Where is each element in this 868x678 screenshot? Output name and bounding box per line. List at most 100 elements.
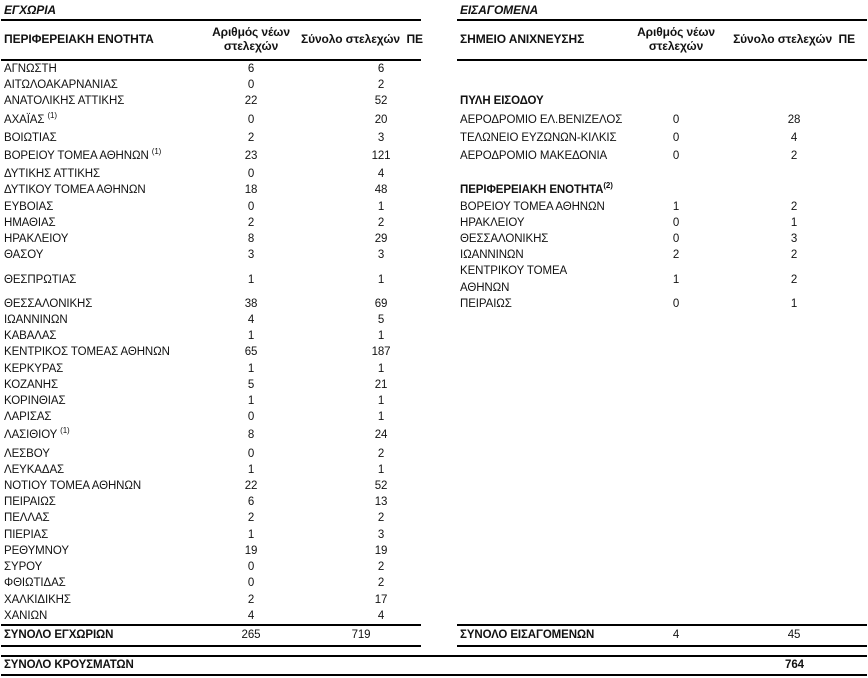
detection-new-strains-cell: 0 (672, 131, 680, 144)
table-row: ΧΑΝΙΩΝ 4 4 (1, 608, 867, 625)
region-new-strains-cell: 0 (247, 577, 255, 590)
right-table-title: ΕΙΣΑΓΟΜΕΝΑ (457, 2, 868, 21)
domestic-total-sum: 719 (301, 623, 422, 647)
column-header-row: ΠΕΡΙΦΕΡΕΙΑΚΗ ΕΝΟΤΗΤΑ Αριθμός νέων στελεχ… (1, 20, 868, 61)
region-total-strains-cell: 48 (374, 184, 388, 197)
region-new-strains-cell: 0 (247, 447, 255, 460)
region-new-strains-cell: 1 (247, 330, 255, 343)
region-name-cell: ΠΕΛΛΑΣ (4, 512, 50, 525)
empty-cell (457, 462, 867, 478)
region-name-cell: ΗΡΑΚΛΕΙΟΥ (4, 233, 69, 246)
section-heading-cell: ΠΥΛΗ ΕΙΣΟΔΟΥ (460, 95, 544, 108)
region-total-strains-cell: 2 (377, 447, 385, 460)
detection-new-strains-cell: 0 (672, 216, 680, 229)
region-name-cell: ΘΕΣΣΑΛΟΝΙΚΗΣ (4, 297, 93, 310)
region-name-cell: ΔΥΤΙΚΟΥ ΤΟΜΕΑ ΑΘΗΝΩΝ (4, 184, 146, 197)
region-total-strains-cell: 13 (374, 496, 388, 509)
region-total-strains-cell: 3 (377, 249, 385, 262)
region-name-cell: ΑΝΑΤΟΛΙΚΗΣ ΑΤΤΙΚΗΣ (4, 95, 125, 108)
region-name-cell: ΗΜΑΘΙΑΣ (4, 216, 56, 229)
region-name-cell: ΝΟΤΙΟΥ ΤΟΜΕΑ ΑΘΗΝΩΝ (4, 480, 142, 493)
detection-point-cell: ΘΕΣΣΑΛΟΝΙΚΗΣ (460, 233, 549, 246)
column-gap (421, 110, 457, 130)
detection-new-strains-cell: 1 (672, 200, 680, 213)
empty-cell (457, 478, 867, 494)
empty-cell (457, 60, 867, 77)
left-header-total-strains: Σύνολο στελεχών ΠΕ (301, 20, 423, 61)
region-name-cell: ΘΑΣΟΥ (4, 249, 44, 262)
region-total-strains-cell: 1 (377, 395, 385, 408)
region-new-strains-cell: 8 (247, 429, 255, 442)
table-row: ΛΕΣΒΟΥ 0 2 (1, 446, 867, 462)
region-name-cell: ΙΩΑΝΝΙΝΩΝ (4, 314, 68, 327)
empty-cell (457, 344, 867, 360)
empty-cell (457, 446, 867, 462)
empty-cell (457, 409, 867, 425)
table-row: ΑΧΑΪΑΣ (1) 0 20 ΑΕΡΟΔΡΟΜΙΟ ΕΛ.ΒΕΝΙΖΕΛΟΣ 0 28 (1, 110, 867, 130)
region-new-strains-cell: 1 (247, 463, 255, 476)
region-total-strains-cell: 4 (377, 609, 385, 622)
column-gap (421, 361, 457, 377)
column-gap (421, 312, 457, 328)
column-gap (421, 592, 457, 608)
region-total-strains-cell: 1 (377, 273, 385, 286)
region-name-cell: ΦΘΙΩΤΙΔΑΣ (4, 577, 66, 590)
region-name-cell: ΔΥΤΙΚΗΣ ΑΤΤΙΚΗΣ (4, 168, 101, 181)
region-total-strains-cell: 29 (374, 233, 388, 246)
region-new-strains-cell: 23 (244, 150, 258, 163)
detection-total-strains-cell: 2 (790, 200, 798, 213)
empty-cell (457, 575, 867, 591)
column-gap (421, 146, 457, 166)
region-total-strains-cell: 3 (377, 131, 385, 144)
region-new-strains-cell: 4 (247, 314, 255, 327)
region-total-strains-cell: 2 (377, 512, 385, 525)
column-gap (421, 296, 457, 312)
region-new-strains-cell: 6 (247, 63, 255, 75)
detection-new-strains-cell: 0 (672, 113, 680, 126)
left-table-title: ΕΓΧΩΡΙΑ (1, 2, 422, 21)
empty-cell (457, 543, 867, 559)
column-gap (421, 231, 457, 247)
detection-new-strains-cell: 0 (672, 150, 680, 163)
table-row: ΗΡΑΚΛΕΙΟΥ 8 29 ΘΕΣΣΑΛΟΝΙΚΗΣ 0 3 (1, 231, 867, 247)
column-gap (421, 377, 457, 393)
section-heading-cell: ΠΕΡΙΦΕΡΕΙΑΚΗ ΕΝΟΤΗΤΑ(2) (460, 181, 613, 197)
table-row: ΦΘΙΩΤΙΔΑΣ 0 2 (1, 575, 867, 591)
detection-point-cell: ΠΕΙΡΑΙΩΣ (460, 297, 512, 310)
region-total-strains-cell: 52 (374, 95, 388, 108)
region-new-strains-cell: 1 (247, 273, 255, 286)
table-row: ΛΑΣΙΘΙΟΥ (1) 8 24 (1, 425, 867, 445)
region-total-strains-cell: 2 (377, 216, 385, 229)
table-row: ΒΟΙΩΤΙΑΣ 2 3 ΤΕΛΩΝΕΙΟ ΕΥΖΩΝΩΝ-ΚΙΛΚΙΣ 0 4 (1, 130, 867, 146)
region-new-strains-cell: 22 (244, 480, 258, 493)
table-row: ΚΑΒΑΛΑΣ 1 1 (1, 328, 867, 344)
detection-total-strains-cell: 4 (790, 131, 798, 144)
column-gap (421, 20, 457, 60)
table-row: ΧΑΛΚΙΔΙΚΗΣ 2 17 (1, 592, 867, 608)
empty-cell (457, 592, 867, 608)
totals-row: ΣΥΝΟΛΟ ΕΓΧΩΡΙΩΝ 265 719 ΣΥΝΟΛΟ ΕΙΣΑΓΟΜΕΝ… (1, 623, 868, 647)
table-row: ΚΕΡΚΥΡΑΣ 1 1 (1, 361, 867, 377)
table-row: ΣΥΡΟΥ 0 2 (1, 559, 867, 575)
region-total-strains-cell: 1 (377, 330, 385, 343)
empty-cell (457, 77, 867, 93)
empty-cell (457, 361, 867, 377)
region-new-strains-cell: 2 (247, 512, 255, 525)
region-total-strains-cell: 187 (371, 346, 391, 359)
region-name-cell: ΚΟΡΙΝΘΙΑΣ (4, 395, 66, 408)
region-total-strains-cell: 69 (374, 297, 388, 310)
region-new-strains-cell: 0 (247, 113, 255, 126)
table-row: ΑΙΤΩΛΟΑΚΑΡΝΑΝΙΑΣ 0 2 (1, 77, 867, 93)
table-row: ΒΟΡΕΙΟΥ ΤΟΜΕΑ ΑΘΗΝΩΝ (1) 23 121 ΑΕΡΟΔΡΟΜΙΟ … (1, 146, 867, 166)
detection-total-strains-cell: 2 (790, 273, 798, 286)
empty-cell (457, 527, 867, 543)
region-new-strains-cell: 1 (247, 528, 255, 541)
table-row: ΕΥΒΟΙΑΣ 0 1 ΒΟΡΕΙΟΥ ΤΟΜΕΑ ΑΘΗΝΩΝ 1 2 (1, 199, 867, 215)
detection-point-cell: ΚΕΝΤΡΙΚΟΥ ΤΟΜΕΑ ΑΘΗΝΩΝ (460, 265, 567, 294)
table-row: ΝΟΤΙΟΥ ΤΟΜΕΑ ΑΘΗΝΩΝ 22 52 (1, 478, 867, 494)
region-new-strains-cell: 1 (247, 362, 255, 375)
column-gap (421, 559, 457, 575)
region-new-strains-cell: 38 (244, 297, 258, 310)
region-name-cell: ΘΕΣΠΡΩΤΙΑΣ (4, 273, 77, 286)
column-gap (421, 130, 457, 146)
